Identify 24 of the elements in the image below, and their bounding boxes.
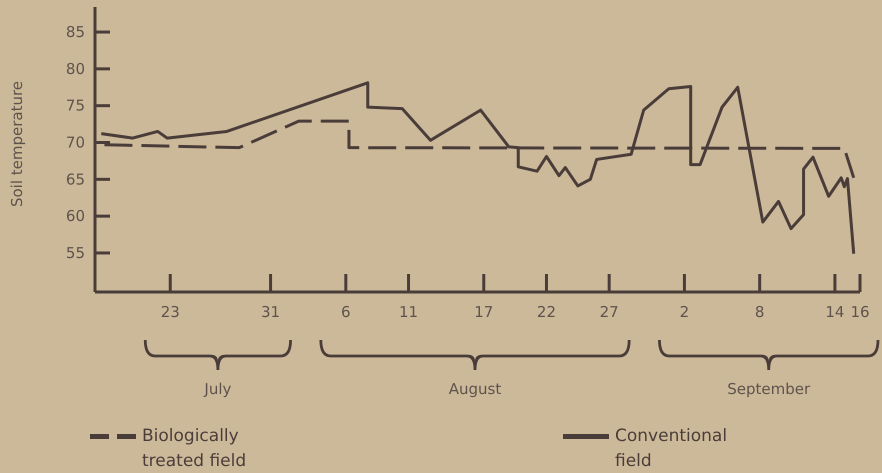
text: July <box>203 380 232 398</box>
y-tick-label: 65 <box>66 170 85 188</box>
y-axis-title: Soil temperature <box>8 80 26 208</box>
x-tick-label: 17 <box>474 303 494 321</box>
y-tick-label: 60 <box>66 207 85 226</box>
x-tick-label: 14 <box>825 303 844 321</box>
legend-label: Conventional field <box>615 425 728 473</box>
x-tick-label: 22 <box>536 303 556 321</box>
x-tick-label: 8 <box>754 303 764 321</box>
x-tick-label: 2 <box>680 303 690 321</box>
x-tick-label: 23 <box>160 303 180 321</box>
y-tick-label: 85 <box>66 23 85 42</box>
text: September <box>727 380 811 398</box>
x-tick-label: 6 <box>341 303 351 321</box>
legend-label: Biologically treated field <box>142 425 248 473</box>
y-tick-label: 70 <box>66 134 85 152</box>
y-tick-label: 75 <box>66 96 85 115</box>
text: August <box>448 380 502 398</box>
y-tick-label: 55 <box>66 244 85 262</box>
x-tick-label: 11 <box>398 303 418 321</box>
x-tick-label: 16 <box>850 303 870 321</box>
x-tick-label: 27 <box>600 303 619 321</box>
x-tick-label: 31 <box>261 303 280 321</box>
y-tick-label: 80 <box>66 60 85 78</box>
